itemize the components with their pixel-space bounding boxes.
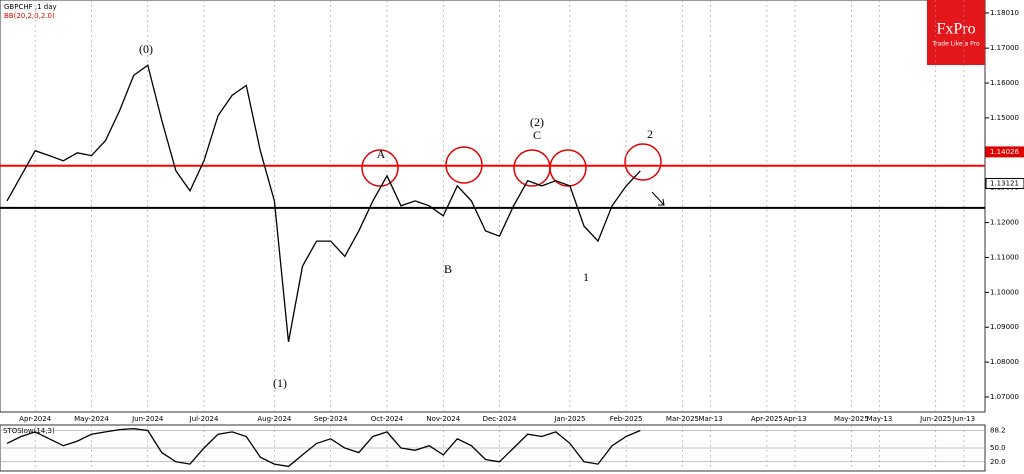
y-tick-label: 1.08000: [990, 358, 1019, 366]
wave-label: 2: [647, 127, 653, 141]
x-tick-label: Jun-2025: [919, 415, 951, 423]
oscillator-line: [6, 428, 641, 468]
wave-label: 1: [583, 270, 589, 284]
x-tick-label: Jun-13: [952, 415, 975, 423]
circle: [624, 143, 662, 181]
x-tick-label: Nov-2024: [426, 415, 460, 423]
y-tick-label: 1.12000: [990, 219, 1019, 227]
chart-title: GBPCHF ,1 day: [4, 3, 57, 11]
x-tick-label: Oct-2024: [371, 415, 404, 423]
x-tick-label: May-2024: [74, 415, 109, 423]
y-tick-label: 1.11000: [990, 253, 1019, 261]
y-tick-label: 20.0: [990, 458, 1006, 466]
y-tick-label: 1.09000: [990, 323, 1019, 331]
tagline: Trade Like a Pro: [931, 41, 980, 48]
wave-label: B: [444, 262, 452, 276]
price-label-box: [985, 146, 1024, 158]
indicator-label: BB(20,2,0,2.0): [4, 12, 55, 20]
wave-label: (0): [139, 42, 153, 56]
circle: [549, 149, 587, 187]
x-tick-label: Feb-2025: [610, 415, 643, 423]
y-tick-label: 50.0: [990, 444, 1006, 452]
circle: [513, 149, 551, 187]
x-tick-label: Mar-13: [699, 415, 723, 423]
x-tick-label: Jan-2025: [553, 415, 585, 423]
x-tick-label: May-2025: [834, 415, 869, 423]
x-tick-label: Apr-13: [783, 415, 806, 423]
x-tick-label: Aug-2024: [257, 415, 292, 423]
logo-box: [927, 0, 985, 65]
wave-label: A: [377, 147, 386, 161]
plot-frame: [0, 0, 986, 413]
y-tick-label: 1.16000: [990, 79, 1019, 87]
x-tick-label: Apr-2024: [19, 415, 52, 423]
x-tick-label: May-13: [867, 415, 893, 423]
y-tick-label: 1.18010: [990, 9, 1019, 17]
arrow: [651, 191, 665, 206]
y-tick-label: 88.2: [990, 426, 1006, 434]
price-line: [6, 64, 641, 343]
y-tick-label: 1.10000: [990, 288, 1019, 296]
wave-label: (2): [530, 115, 544, 129]
x-tick-label: Mar-2025: [666, 415, 699, 423]
x-tick-label: Jun-2024: [131, 415, 164, 423]
y-tick-label: 1.07000: [990, 393, 1019, 401]
price-label-box: [985, 177, 1024, 189]
y-tick-label: 1.17000: [990, 44, 1019, 52]
x-tick-label: Jul-2024: [189, 415, 219, 423]
wave-label: C: [533, 128, 541, 142]
price-label: 1.14026: [990, 148, 1019, 156]
oscillator-title: STOSlow(14,3): [3, 427, 55, 435]
y-tick-label: 1.15000: [990, 114, 1019, 122]
circle: [361, 149, 399, 187]
x-tick-label: Sep-2024: [314, 415, 348, 423]
logo: FxPro: [936, 21, 975, 38]
x-tick-label: Apr-2025: [751, 415, 783, 423]
x-tick-label: Dec-2024: [483, 415, 517, 423]
price-label: 1.13121: [990, 179, 1019, 187]
wave-label: (1): [273, 376, 287, 390]
